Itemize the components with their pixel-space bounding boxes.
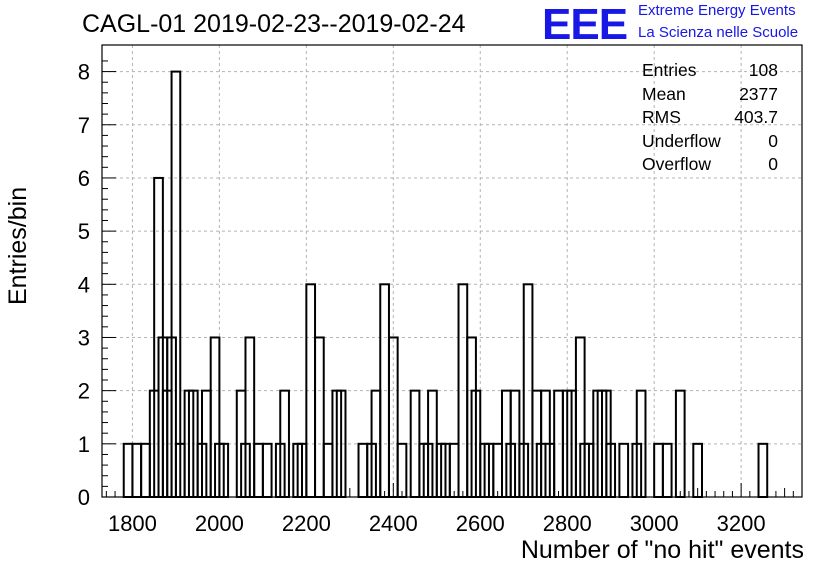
eee-logo-letters: EEE [542, 0, 628, 49]
y-tick-label: 4 [78, 272, 90, 297]
y-tick-label: 5 [78, 219, 90, 244]
histogram-bar [131, 442, 143, 498]
histogram-bar [661, 442, 673, 498]
histogram-bar [618, 442, 630, 498]
stats-row: Overflow 0 [642, 154, 778, 178]
histogram-bar [396, 442, 408, 498]
stats-row: Mean 2377 [642, 84, 778, 108]
y-tick-label: 8 [78, 60, 90, 85]
stats-value: 0 [768, 130, 778, 151]
histogram-bar [122, 442, 134, 498]
plot-frame [101, 44, 803, 498]
stats-key: RMS [642, 107, 681, 127]
x-tick-label: 2000 [195, 511, 244, 536]
stats-row: RMS 403.7 [642, 107, 778, 131]
x-tick-label: 2800 [543, 511, 592, 536]
y-tick-label: 7 [78, 113, 90, 138]
x-tick-label: 3200 [717, 511, 766, 536]
histogram-bar [322, 442, 334, 498]
y-tick-label: 2 [78, 379, 90, 404]
x-tick-label: 2600 [456, 511, 505, 536]
y-tick-label: 6 [78, 166, 90, 191]
stats-key: Entries [642, 60, 697, 80]
stats-row: Underflow 0 [642, 131, 778, 155]
stats-value: 2377 [739, 83, 778, 104]
eee-logo-line-1: Extreme Energy Events [638, 2, 796, 19]
x-tick-label: 2400 [369, 511, 418, 536]
y-tick-label: 3 [78, 325, 90, 350]
histogram-bar [653, 442, 664, 498]
stats-value: 403.7 [734, 107, 778, 127]
histogram-bar [448, 442, 460, 498]
stats-key: Mean [642, 83, 686, 104]
chart-title: CAGL-01 2019-02-23--2019-02-24 [82, 10, 466, 38]
histogram-bar [492, 442, 504, 498]
histogram-bar [314, 336, 325, 498]
x-tick-label: 2200 [282, 511, 331, 536]
stats-value: 108 [748, 60, 778, 80]
stats-row: Entries 108 [642, 60, 778, 84]
x-tick-label: 1800 [108, 511, 157, 536]
histogram-bar [357, 442, 369, 498]
y-tick-label: 0 [78, 485, 90, 510]
x-axis-label: Number of "no hit" events [520, 536, 804, 564]
stats-key: Underflow [642, 130, 721, 151]
stats-key: Overflow [642, 154, 712, 174]
stats-box: Entries 108 Mean 2377 RMS 403.7 Underflow 0 Over… [642, 60, 778, 178]
eee-logo-line-2: La Scienza nelle Scuole [638, 24, 799, 41]
x-tick-label: 3000 [630, 511, 679, 536]
histogram-bar [757, 442, 769, 498]
y-tick-label: 1 [78, 432, 90, 457]
stats-value: 0 [768, 154, 778, 174]
histogram-bar [140, 442, 151, 498]
histogram-bar [261, 442, 273, 498]
histogram-bar [253, 442, 264, 498]
